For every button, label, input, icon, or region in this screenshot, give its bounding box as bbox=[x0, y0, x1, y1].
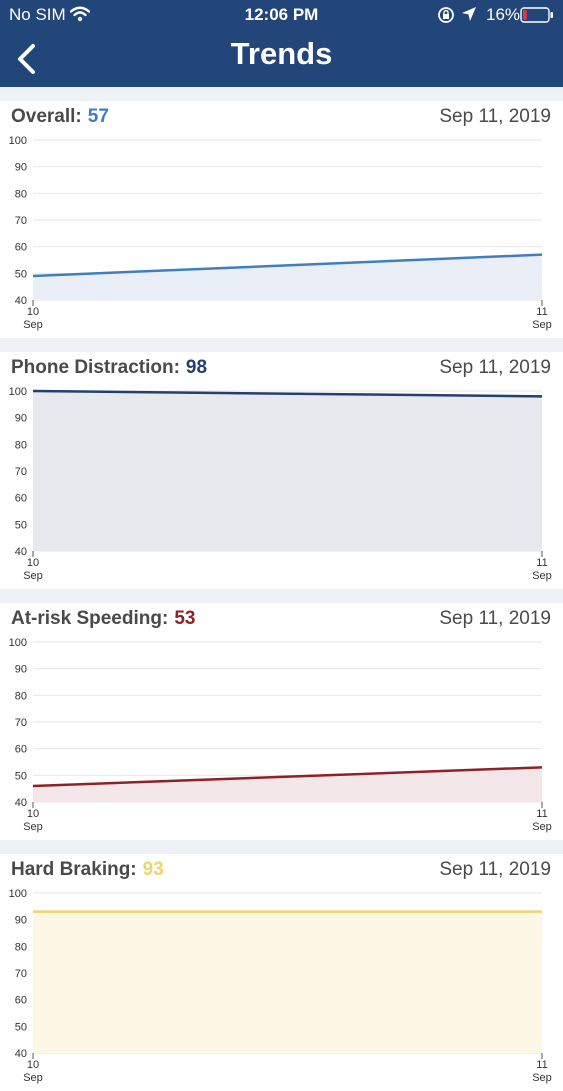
trend-card-phone-distraction: Phone Distraction: 98 Sep 11, 2019 40 50 60… bbox=[0, 352, 563, 589]
y-tick-label: 90 bbox=[15, 413, 27, 425]
area-fill bbox=[33, 767, 542, 802]
y-tick-label: 70 bbox=[15, 466, 27, 478]
date-label: Sep 11, 2019 bbox=[439, 608, 551, 629]
series-line bbox=[32, 766, 543, 788]
x-tick-label-month: Sep bbox=[532, 570, 552, 582]
x-tick-label-month: Sep bbox=[532, 319, 552, 331]
area-fill bbox=[33, 391, 542, 551]
date-label: Sep 11, 2019 bbox=[439, 859, 551, 880]
x-tick-label-month: Sep bbox=[532, 821, 552, 833]
y-tick-label: 40 bbox=[15, 1048, 27, 1060]
x-tick-label-day: 11 bbox=[536, 808, 547, 820]
x-tick-label-day: 10 bbox=[27, 557, 39, 569]
metric-value: 53 bbox=[174, 608, 196, 629]
battery-percent: 16% bbox=[486, 5, 521, 24]
metric-label: At-risk Speeding: bbox=[11, 608, 169, 629]
y-tick-label: 60 bbox=[15, 493, 27, 505]
back-button[interactable] bbox=[13, 42, 43, 76]
y-tick-label: 70 bbox=[15, 968, 27, 980]
y-tick-label: 50 bbox=[15, 268, 27, 280]
y-tick-label: 40 bbox=[15, 797, 27, 809]
metric-value: 57 bbox=[87, 106, 109, 127]
y-tick-label: 80 bbox=[15, 941, 27, 953]
y-tick-label: 40 bbox=[15, 295, 27, 307]
trend-card-at-risk-speeding: At-risk Speeding: 53 Sep 11, 2019 40 50 60 7… bbox=[0, 603, 563, 840]
date-label: Sep 11, 2019 bbox=[439, 357, 551, 378]
y-tick-label: 70 bbox=[15, 717, 27, 729]
y-tick-label: 50 bbox=[15, 519, 27, 531]
y-tick-label: 90 bbox=[15, 915, 27, 927]
y-tick-label: 50 bbox=[15, 1021, 27, 1033]
y-tick-label: 100 bbox=[9, 386, 27, 398]
x-tick-label-month: Sep bbox=[23, 821, 43, 833]
y-tick-label: 60 bbox=[15, 242, 27, 254]
x-tick-label-day: 10 bbox=[27, 808, 39, 820]
trend-card-hard-braking: Hard Braking: 93 Sep 11, 2019 40 50 60 70 80 9… bbox=[0, 854, 563, 1091]
app-header: No SIM 12:06 PM 16% bbox=[0, 0, 563, 87]
page-title: Trends bbox=[230, 36, 333, 71]
battery-icon bbox=[520, 7, 554, 28]
series-line bbox=[32, 389, 543, 398]
metric-title: Hard Braking: 93 bbox=[11, 859, 164, 881]
y-tick-label: 80 bbox=[15, 439, 27, 451]
y-tick-label: 90 bbox=[15, 162, 27, 174]
orientation-lock-icon bbox=[437, 6, 455, 29]
metric-title: Overall: 57 bbox=[11, 106, 109, 128]
metric-title: At-risk Speeding: 53 bbox=[11, 608, 195, 630]
y-tick-label: 90 bbox=[15, 664, 27, 676]
y-tick-label: 50 bbox=[15, 770, 27, 782]
y-tick-label: 100 bbox=[9, 637, 27, 649]
metric-label: Phone Distraction: bbox=[11, 357, 180, 378]
y-tick-label: 100 bbox=[9, 888, 27, 900]
metric-title: Phone Distraction: 98 bbox=[11, 357, 207, 379]
x-tick-label-month: Sep bbox=[23, 570, 43, 582]
y-tick-label: 70 bbox=[15, 215, 27, 227]
y-tick-label: 60 bbox=[15, 995, 27, 1007]
metric-value: 98 bbox=[185, 357, 208, 378]
x-tick-label-day: 10 bbox=[27, 306, 39, 318]
wifi-icon bbox=[69, 6, 91, 27]
x-tick-label-month: Sep bbox=[23, 319, 43, 331]
y-tick-label: 80 bbox=[15, 690, 27, 702]
y-tick-label: 40 bbox=[15, 546, 27, 558]
metric-label: Overall: bbox=[11, 106, 82, 127]
y-tick-label: 80 bbox=[15, 188, 27, 200]
location-arrow-icon bbox=[461, 6, 477, 27]
chevron-left-icon bbox=[18, 44, 35, 74]
carrier-label: No SIM bbox=[9, 5, 66, 24]
x-tick-label-day: 11 bbox=[536, 306, 547, 318]
x-tick-label-day: 11 bbox=[536, 557, 547, 569]
area-fill bbox=[33, 254, 542, 300]
area-fill bbox=[33, 911, 542, 1053]
x-tick-label-day: 11 bbox=[536, 1059, 547, 1071]
status-bar: No SIM 12:06 PM 16% bbox=[0, 0, 563, 30]
x-tick-label-day: 10 bbox=[27, 1059, 39, 1071]
metric-label: Hard Braking: bbox=[11, 859, 137, 880]
x-tick-label-month: Sep bbox=[532, 1072, 552, 1084]
x-tick-label-month: Sep bbox=[23, 1072, 43, 1084]
nav-bar: Trends bbox=[0, 30, 563, 87]
metric-value: 93 bbox=[142, 859, 164, 880]
trend-card-overall: Overall: 57 Sep 11, 2019 40 50 60 70 80 90 100 1… bbox=[0, 101, 563, 338]
clock: 12:06 PM bbox=[244, 5, 319, 24]
y-tick-label: 60 bbox=[15, 744, 27, 756]
series-line bbox=[32, 253, 543, 278]
date-label: Sep 11, 2019 bbox=[439, 106, 551, 127]
y-tick-label: 100 bbox=[9, 135, 27, 147]
